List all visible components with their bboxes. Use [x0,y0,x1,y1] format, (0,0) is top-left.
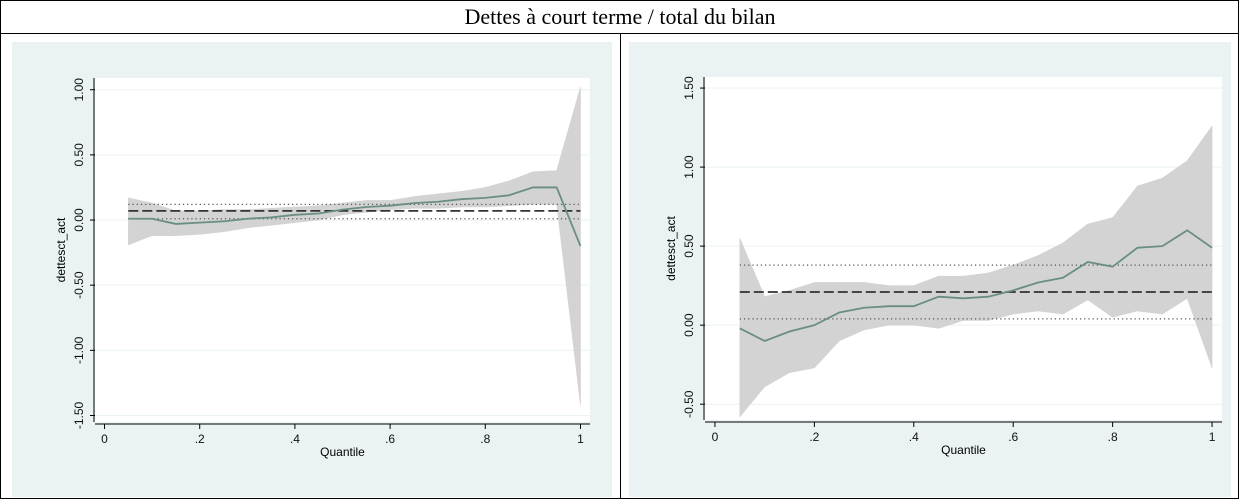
series-line [739,229,1213,342]
x-tick-label: .6 [1008,430,1018,444]
x-tick-label: .4 [290,432,300,446]
x-tick-label: 1 [1209,430,1216,444]
confidence-band [1087,217,1113,318]
x-tick-label: 0 [712,430,719,444]
y-tick-label: 0.50 [72,143,86,167]
y-tick-label: 1.00 [72,78,86,102]
y-tick-label: -1.00 [72,336,86,364]
x-tick-label: 0 [101,432,108,446]
y-tick-label: -1.50 [72,401,86,429]
y-tick-label: 1.50 [682,76,696,100]
x-tick-label: .6 [385,432,395,446]
x-tick-label: 1 [577,432,584,446]
series-line [128,186,582,247]
y-tick-label: -0.50 [682,390,696,418]
x-axis-title: Quantile [941,443,986,457]
confidence-band [1186,125,1213,368]
y-tick-label: 0.00 [682,313,696,337]
x-tick-label: .2 [195,432,205,446]
y-tick-label: 0.50 [682,234,696,258]
confidence-band [1012,255,1039,315]
y-tick-label: 0.00 [72,208,86,232]
x-axis-title: Quantile [320,445,365,459]
y-tick-label: 1.00 [682,155,696,179]
plot-area [95,78,590,422]
table-title: Dettes à court terme / total du bilan [465,4,776,29]
y-tick-label: -0.50 [72,271,86,299]
y-axis-title: dettesct_act [664,215,678,280]
x-tick-label: .2 [809,430,819,444]
x-tick-label: .4 [909,430,919,444]
y-axis-title: dettesct_act [54,217,68,282]
x-tick-label: .8 [480,432,490,446]
confidence-band [938,275,964,329]
x-tick-label: .8 [1108,430,1118,444]
confidence-band [556,87,581,406]
